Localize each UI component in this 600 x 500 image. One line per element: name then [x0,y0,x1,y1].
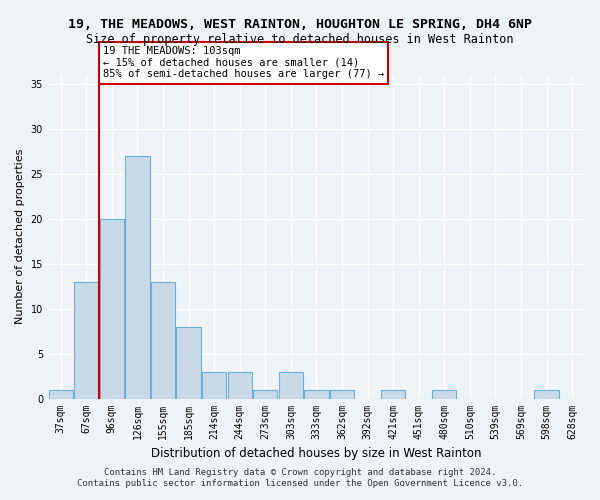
Bar [304,390,329,398]
Bar [279,372,303,398]
Bar [330,390,354,398]
Bar [535,390,559,398]
Text: 19, THE MEADOWS, WEST RAINTON, HOUGHTON LE SPRING, DH4 6NP: 19, THE MEADOWS, WEST RAINTON, HOUGHTON … [68,18,532,30]
Bar [49,390,73,398]
Bar [151,282,175,399]
Y-axis label: Number of detached properties: Number of detached properties [15,149,25,324]
Bar [74,282,98,399]
Text: Size of property relative to detached houses in West Rainton: Size of property relative to detached ho… [86,32,514,46]
Bar [381,390,406,398]
X-axis label: Distribution of detached houses by size in West Rainton: Distribution of detached houses by size … [151,447,482,460]
Bar [227,372,252,398]
Bar [176,326,201,398]
Bar [125,156,149,398]
Bar [100,219,124,398]
Text: Contains HM Land Registry data © Crown copyright and database right 2024.
Contai: Contains HM Land Registry data © Crown c… [77,468,523,487]
Bar [432,390,457,398]
Bar [253,390,277,398]
Text: 19 THE MEADOWS: 103sqm
← 15% of detached houses are smaller (14)
85% of semi-det: 19 THE MEADOWS: 103sqm ← 15% of detached… [103,46,384,80]
Bar [202,372,226,398]
